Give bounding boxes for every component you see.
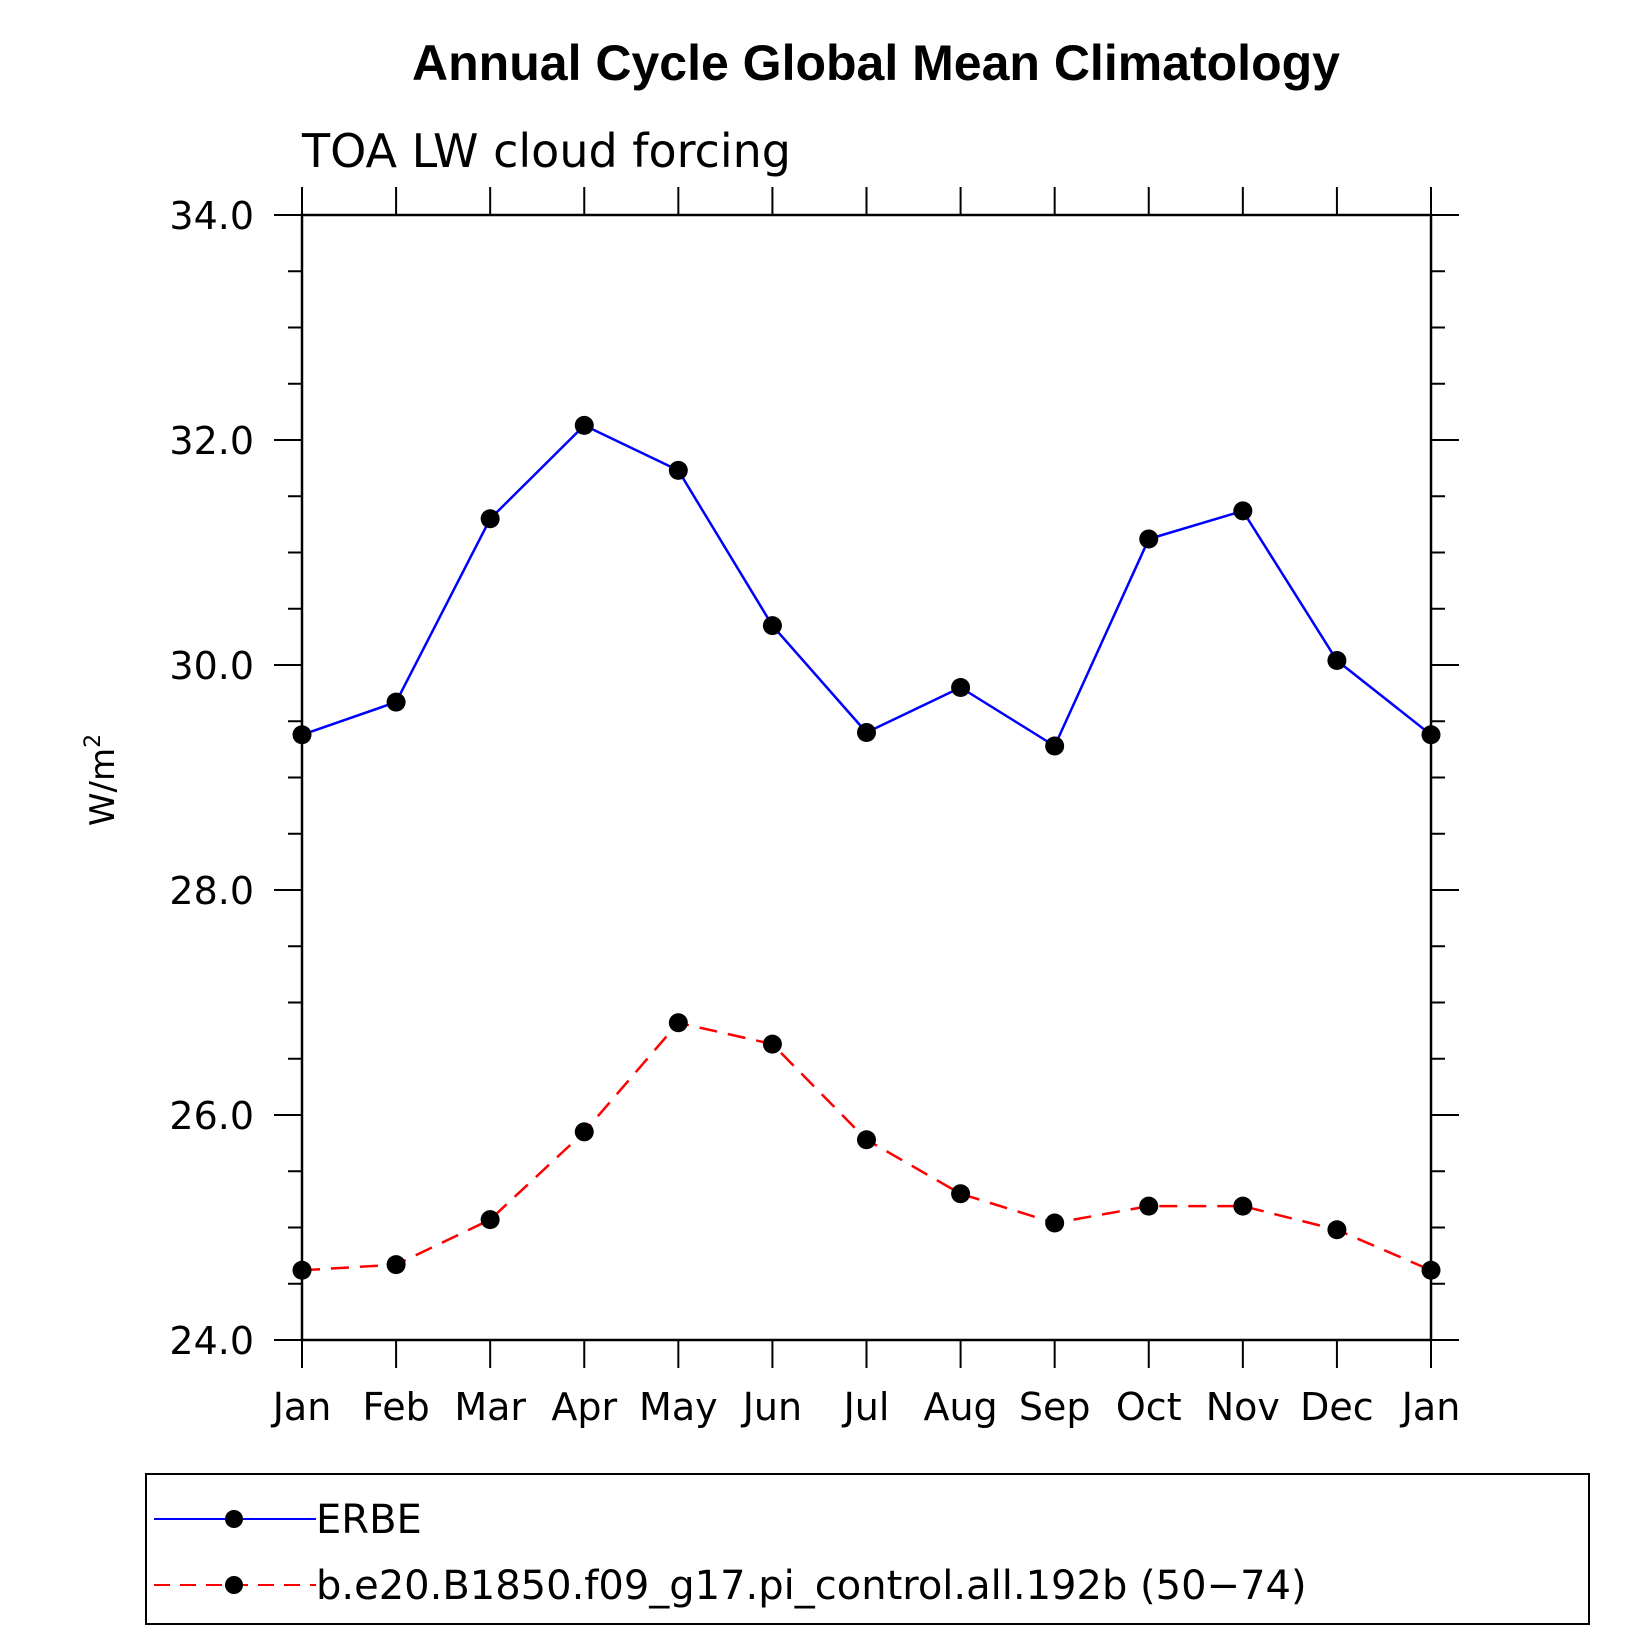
series-0-point [386,692,406,712]
series-0-point [1233,501,1253,521]
y-tick-label: 24.0 [169,1319,254,1363]
series-1-point [1327,1220,1347,1240]
series-1-point [1233,1196,1253,1216]
series-layer [292,415,1441,1280]
x-tick-label: Nov [1206,1385,1280,1429]
y-tick-label: 34.0 [169,194,254,238]
y-tick-label: 30.0 [169,644,254,688]
x-tick-label: Jul [842,1385,890,1429]
series-1-point [951,1184,971,1204]
series-0-point [292,725,312,745]
series-0-point [668,460,688,480]
legend-box [145,1473,1590,1625]
x-tick-label: Jun [741,1385,802,1429]
x-tick-label: Sep [1019,1385,1091,1429]
series-0-point [480,509,500,529]
series-1-point [762,1034,782,1054]
series-line-0 [301,424,1432,748]
x-tick-label: Mar [454,1385,526,1429]
legend-label-erbe: ERBE [316,1497,422,1543]
series-1-point [1421,1260,1441,1280]
y-tick-label: 32.0 [169,419,254,463]
legend: ERBE b.e20.B1850.f09_g17.pi_control.all.… [145,1473,1590,1625]
legend-swatch-erbe-marker [225,1510,243,1528]
x-tick-label: Jan [1400,1385,1461,1429]
plot-border [300,213,1433,1342]
series-0-point [857,723,876,742]
series-0-point [1045,736,1065,756]
series-0-point [1421,725,1441,745]
x-tick-labels: Jan Feb Mar Apr May Jun Jul Aug Sep Oct Nov Dec Jan [271,1385,1461,1429]
series-1-point [1045,1213,1065,1233]
y-axis-label-base: W/m [83,748,123,826]
series-1-point [292,1260,312,1280]
legend-swatch-model-marker [225,1576,243,1594]
x-tick-label: Oct [1116,1385,1182,1429]
svg-text:W/m2: W/m2 [81,734,123,826]
series-1-point [668,1013,688,1033]
series-0-point [951,678,971,697]
x-tick-label: Aug [923,1385,997,1429]
x-tick-label: Dec [1300,1385,1374,1429]
y-axis-label-exponent: 2 [81,734,106,748]
y-tick-label: 26.0 [169,1094,254,1138]
series-0-point [1139,529,1159,549]
legend-label-model: b.e20.B1850.f09_g17.pi_control.all.192b … [316,1563,1307,1609]
y-axis-label: W/m2 [81,734,123,826]
series-0-point [1327,651,1347,670]
tick-marks [274,187,1459,1368]
x-tick-label: Apr [551,1385,617,1429]
series-1-point [1139,1196,1159,1216]
x-tick-label: Jan [271,1385,332,1429]
series-1-point [574,1122,594,1142]
series-0-point [762,616,782,636]
chart-title: Annual Cycle Global Mean Climatology [412,35,1340,91]
series-0-point [574,415,594,435]
chart-subtitle: TOA LW cloud forcing [301,124,791,178]
x-tick-label: Feb [362,1385,429,1429]
series-1-point [480,1210,500,1230]
x-tick-label: May [639,1385,718,1429]
plot-frame [300,213,1433,1342]
series-1-point [386,1255,406,1275]
y-tick-labels: 24.0 26.0 28.0 30.0 32.0 34.0 [169,194,254,1363]
y-tick-label: 28.0 [169,869,254,913]
series-1-point [857,1130,876,1150]
